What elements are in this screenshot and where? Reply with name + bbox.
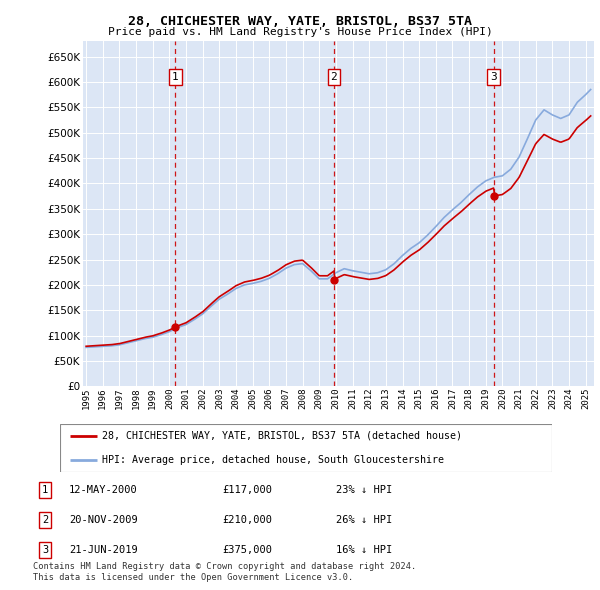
- Text: 28, CHICHESTER WAY, YATE, BRISTOL, BS37 5TA (detached house): 28, CHICHESTER WAY, YATE, BRISTOL, BS37 …: [102, 431, 462, 441]
- Text: 1: 1: [42, 485, 48, 495]
- Text: 2: 2: [42, 515, 48, 525]
- Text: 3: 3: [490, 72, 497, 82]
- Text: 23% ↓ HPI: 23% ↓ HPI: [336, 485, 392, 495]
- Text: 26% ↓ HPI: 26% ↓ HPI: [336, 515, 392, 525]
- Text: 1: 1: [172, 72, 179, 82]
- Text: 21-JUN-2019: 21-JUN-2019: [69, 545, 138, 555]
- Text: 28, CHICHESTER WAY, YATE, BRISTOL, BS37 5TA: 28, CHICHESTER WAY, YATE, BRISTOL, BS37 …: [128, 15, 472, 28]
- Text: £117,000: £117,000: [222, 485, 272, 495]
- Text: 3: 3: [42, 545, 48, 555]
- Text: 16% ↓ HPI: 16% ↓ HPI: [336, 545, 392, 555]
- Text: Price paid vs. HM Land Registry's House Price Index (HPI): Price paid vs. HM Land Registry's House …: [107, 28, 493, 37]
- Text: HPI: Average price, detached house, South Gloucestershire: HPI: Average price, detached house, Sout…: [102, 455, 444, 465]
- Text: 20-NOV-2009: 20-NOV-2009: [69, 515, 138, 525]
- Text: £210,000: £210,000: [222, 515, 272, 525]
- Text: 2: 2: [331, 72, 337, 82]
- Text: This data is licensed under the Open Government Licence v3.0.: This data is licensed under the Open Gov…: [33, 572, 353, 582]
- Text: £375,000: £375,000: [222, 545, 272, 555]
- Text: 12-MAY-2000: 12-MAY-2000: [69, 485, 138, 495]
- Text: Contains HM Land Registry data © Crown copyright and database right 2024.: Contains HM Land Registry data © Crown c…: [33, 562, 416, 571]
